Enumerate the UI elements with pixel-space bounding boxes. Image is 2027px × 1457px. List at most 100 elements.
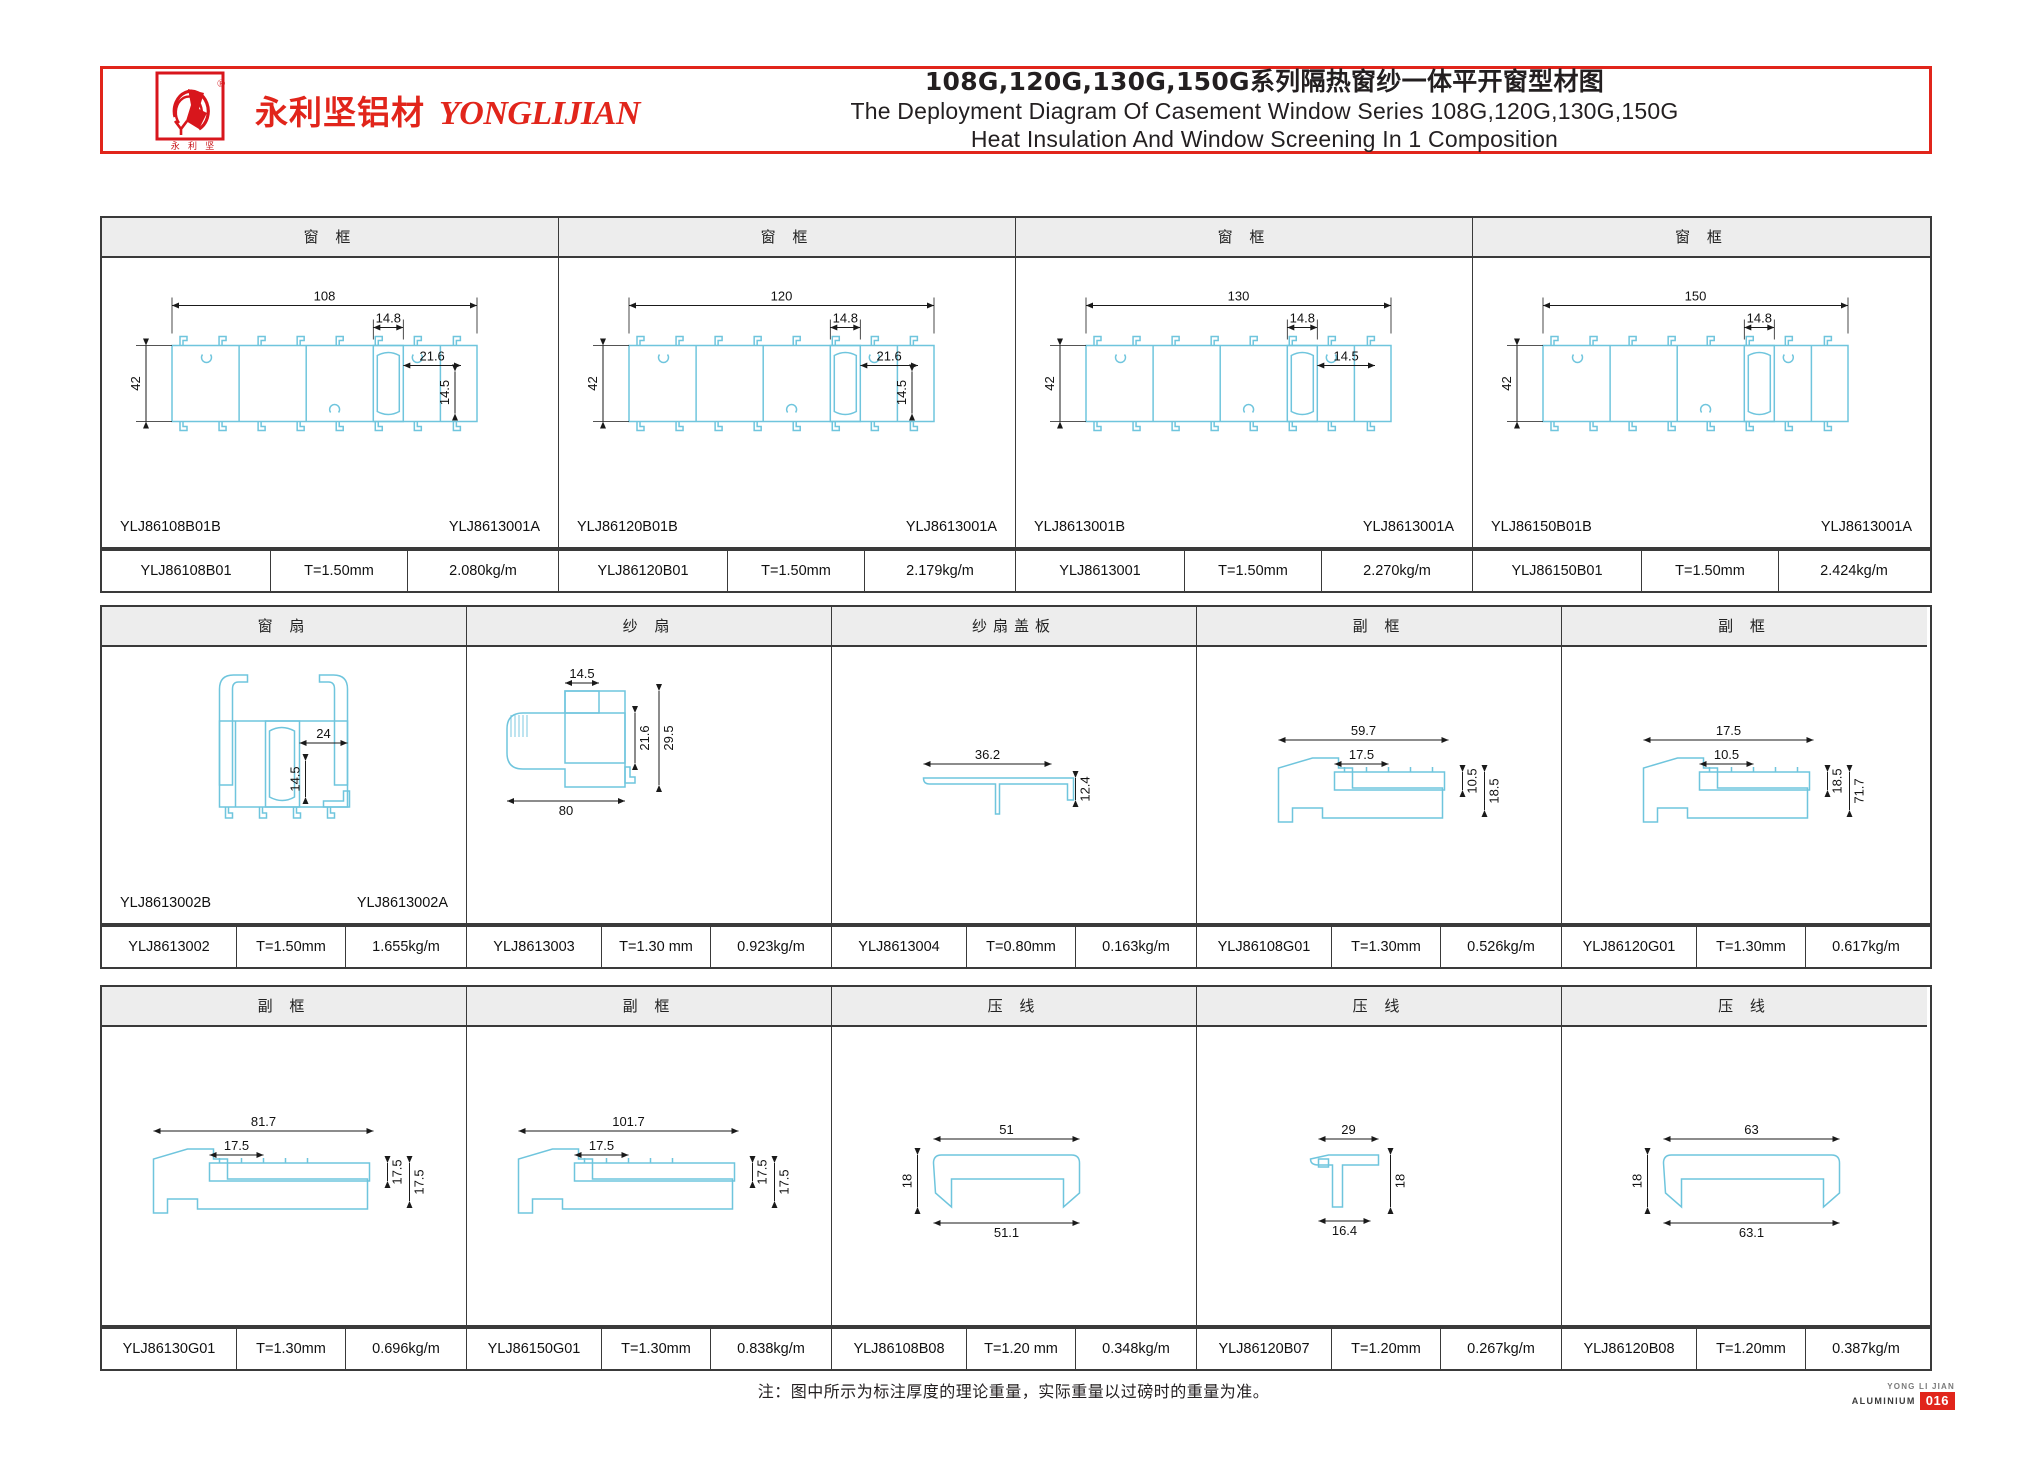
svg-text:108: 108 [314,288,336,303]
profile-cross-section: 59.7 17.5 10.5 18.5 [1197,647,1561,923]
svg-text:42: 42 [1499,376,1514,390]
svg-text:42: 42 [1042,376,1057,390]
profile-cell: 窗 框 120 14.8 42 21.6 14.5 YLJ86120B01B YLJ86130… [559,218,1016,547]
part-number-row: YLJ8613001B YLJ8613001A [1016,507,1472,547]
spec-thickness: T=1.20 mm [967,1329,1076,1369]
profile-cell: 副 框 59.7 17.5 10.5 18.5 [1197,607,1562,923]
spec-weight: 2.270kg/m [1363,563,1431,579]
spec-thickness: T=1.50mm [271,551,408,591]
svg-text:51: 51 [999,1122,1013,1137]
title-english-2: Heat Insulation And Window Screening In … [970,126,1559,153]
profile-band-1: 窗 框 108 14.8 42 21.6 14.5 YLJ86108B01B YLJ86130… [100,216,1932,549]
spec-code: YLJ8613003 [467,927,602,967]
profile-cross-section: 17.5 10.5 18.5 71.7 [1562,647,1927,923]
page-number: 016 [1919,1392,1955,1410]
spec-group: YLJ8613004 T=0.80mm 0.163kg/m [832,927,1197,967]
svg-text:14.8: 14.8 [1747,310,1772,325]
svg-text:59.7: 59.7 [1351,723,1376,738]
profile-caption: 窗 框 [559,218,1015,258]
spec-code: YLJ86108B08 [832,1329,967,1369]
profile-caption: 窗 框 [102,218,558,258]
part-number-left: YLJ86120B01B [577,519,678,536]
footer-note: 注：图中所示为标注厚度的理论重量，实际重量以过磅时的重量为准。 [757,1382,1270,1401]
svg-text:12.4: 12.4 [1078,776,1093,801]
spec-group: YLJ86120B01 T=1.50mm 2.179kg/m [559,551,1016,591]
title-english-1: The Deployment Diagram Of Casement Windo… [850,98,1679,125]
svg-text:51.1: 51.1 [994,1225,1019,1240]
page-brand-bottom: ALUMINIUM [1851,1396,1916,1406]
svg-text:14.8: 14.8 [1290,310,1315,325]
spec-thickness: T=1.50mm [728,551,865,591]
profile-cross-section: 36.2 12.4 [832,647,1196,923]
part-number-row: YLJ8613002B YLJ8613002A [102,883,466,923]
svg-text:18: 18 [1393,1174,1408,1188]
svg-text:14.8: 14.8 [833,310,858,325]
part-number-right: YLJ8613001A [1362,519,1454,536]
spec-thickness: T=1.50mm [1185,551,1322,591]
profile-cross-section: 63 18 63.1 [1562,1027,1927,1325]
svg-text:120: 120 [771,288,793,303]
svg-text:81.7: 81.7 [251,1114,276,1129]
svg-text:150: 150 [1685,288,1707,303]
svg-text:18.5: 18.5 [1487,778,1502,803]
svg-text:17.5: 17.5 [390,1159,405,1184]
logo-subtext: 永 利 坚 [170,141,218,151]
profile-cell: 纱扇盖板 36.2 12.4 [832,607,1197,923]
svg-text:18: 18 [1630,1174,1645,1188]
profile-caption: 副 框 [1562,607,1927,647]
spec-code: YLJ86120B08 [1562,1329,1697,1369]
svg-text:21.6: 21.6 [637,725,652,750]
spec-strip-1: YLJ86108B01 T=1.50mm 2.080kg/m YLJ86120B01 T… [100,549,1932,593]
part-number-right: YLJ8613001A [448,519,540,536]
spec-group: YLJ86120B07 T=1.20mm 0.267kg/m [1197,1329,1562,1369]
profile-band-2: 窗 扇 24 14.5 YLJ8613002B YLJ8613002A 纱 扇 14.5 21… [100,605,1932,925]
spec-group: YLJ86120B08 T=1.20mm 0.387kg/m [1562,1329,1927,1369]
spec-weight: 0.163kg/m [1102,939,1170,955]
profile-caption: 压 线 [1562,987,1927,1027]
profile-cross-section: 24 14.5 [102,647,466,884]
spec-weight: 2.080kg/m [449,563,517,579]
part-number-right: YLJ8613001A [905,519,997,536]
svg-text:14.5: 14.5 [288,766,303,791]
profile-caption: 副 框 [467,987,831,1027]
svg-text:101.7: 101.7 [612,1114,645,1129]
spec-code: YLJ86120B07 [1197,1329,1332,1369]
profile-cross-section: 14.5 21.6 29.5 80 [467,647,831,923]
svg-text:36.2: 36.2 [975,747,1000,762]
spec-group: YLJ86150B01 T=1.50mm 2.424kg/m [1473,551,1930,591]
profile-cell: 副 框 81.7 17.5 17.5 17.5 [102,987,467,1325]
profile-cell: 窗 扇 24 14.5 YLJ8613002B YLJ8613002A [102,607,467,923]
profile-cell: 窗 框 108 14.8 42 21.6 14.5 YLJ86108B01B YLJ86130… [102,218,559,547]
svg-text:21.6: 21.6 [876,348,901,363]
svg-text:130: 130 [1228,288,1250,303]
svg-text:14.8: 14.8 [376,310,401,325]
spec-group: YLJ86108B08 T=1.20 mm 0.348kg/m [832,1329,1197,1369]
svg-text:42: 42 [128,376,143,390]
spec-weight: 0.696kg/m [372,1341,440,1357]
svg-text:17.5: 17.5 [1349,747,1374,762]
spec-group: YLJ86108G01 T=1.30mm 0.526kg/m [1197,927,1562,967]
profile-cross-section: 29 18 16.4 [1197,1027,1561,1325]
spec-strip-3: YLJ86130G01 T=1.30mm 0.696kg/m YLJ86150G01 T… [100,1327,1932,1371]
profile-caption: 窗 扇 [102,607,466,647]
part-number-right: YLJ8613002A [356,895,448,912]
spec-code: YLJ8613004 [832,927,967,967]
profile-cross-section: 120 14.8 42 21.6 14.5 [559,258,1015,507]
part-number-row: YLJ86150B01B YLJ8613001A [1473,507,1930,547]
yonglijian-logo-icon: ® 永 利 坚 [155,71,233,151]
svg-text:71.7: 71.7 [1852,778,1867,803]
spec-weight: 2.424kg/m [1820,563,1888,579]
svg-text:17.5: 17.5 [1716,723,1741,738]
profile-cross-section: 81.7 17.5 17.5 17.5 [102,1027,466,1325]
svg-text:17.5: 17.5 [777,1169,792,1194]
svg-text:63: 63 [1744,1122,1758,1137]
profile-caption: 窗 框 [1473,218,1930,258]
profile-caption: 副 框 [1197,607,1561,647]
spec-code: YLJ86108B01 [102,551,271,591]
title-chinese: 108G,120G,130G,150G系列隔热窗纱一体平开窗型材图 [924,66,1605,96]
profile-cell: 窗 框 150 14.8 42 YLJ86150B01B YLJ8613001A [1473,218,1930,547]
spec-thickness: T=1.20mm [1332,1329,1441,1369]
spec-code: YLJ86150G01 [467,1329,602,1369]
profile-caption: 窗 框 [1016,218,1472,258]
spec-thickness: T=1.20mm [1697,1329,1806,1369]
